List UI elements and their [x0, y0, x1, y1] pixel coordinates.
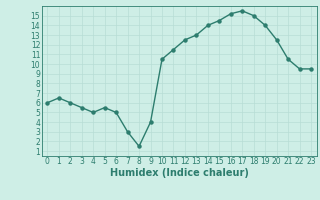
- X-axis label: Humidex (Indice chaleur): Humidex (Indice chaleur): [110, 168, 249, 178]
